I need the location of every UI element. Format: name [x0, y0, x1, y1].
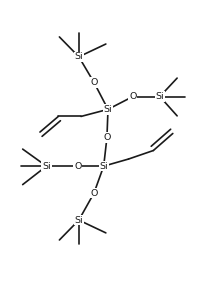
Text: Si: Si	[99, 162, 108, 171]
Text: Si: Si	[75, 52, 83, 61]
Text: O: O	[129, 92, 137, 101]
Text: Si: Si	[104, 105, 112, 114]
Text: Si: Si	[42, 162, 51, 171]
Text: O: O	[103, 133, 111, 142]
Text: O: O	[74, 162, 81, 171]
Text: Si: Si	[156, 92, 164, 101]
Text: O: O	[90, 189, 98, 198]
Text: O: O	[90, 78, 98, 87]
Text: Si: Si	[75, 216, 83, 225]
